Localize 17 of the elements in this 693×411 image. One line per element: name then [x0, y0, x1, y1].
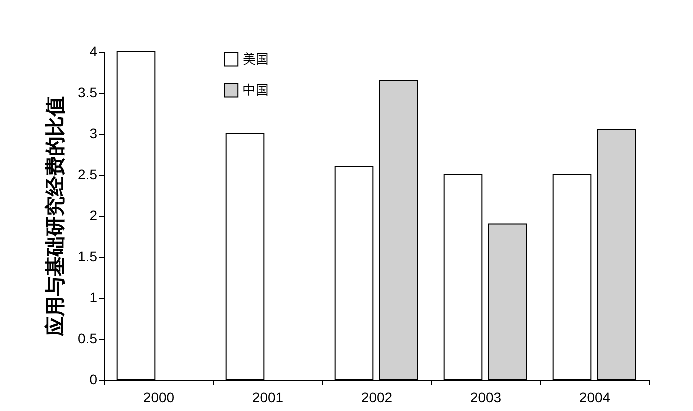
x-tick-label: 2000 [143, 390, 175, 406]
legend-label: 美国 [242, 52, 269, 66]
x-tick-label: 2001 [252, 390, 284, 406]
y-tick-label: 3.5 [78, 84, 98, 100]
y-tick-label: 1 [90, 290, 98, 306]
x-tick-label: 2004 [579, 390, 611, 406]
y-tick-label: 3 [90, 126, 98, 142]
x-tick-label: 2002 [361, 390, 393, 406]
y-tick-label: 0 [90, 372, 98, 388]
y-tick-label: 2 [90, 208, 98, 224]
y-axis-title: 应用与基础研究经费的比值 [44, 96, 68, 338]
y-tick-label: 2.5 [78, 166, 98, 182]
legend-label: 中国 [242, 82, 269, 98]
x-tick-label: 2003 [470, 390, 502, 406]
y-tick-label: 4 [90, 44, 98, 60]
y-tick-label: 0.5 [78, 330, 98, 346]
y-tick-label: 1.5 [78, 248, 98, 264]
